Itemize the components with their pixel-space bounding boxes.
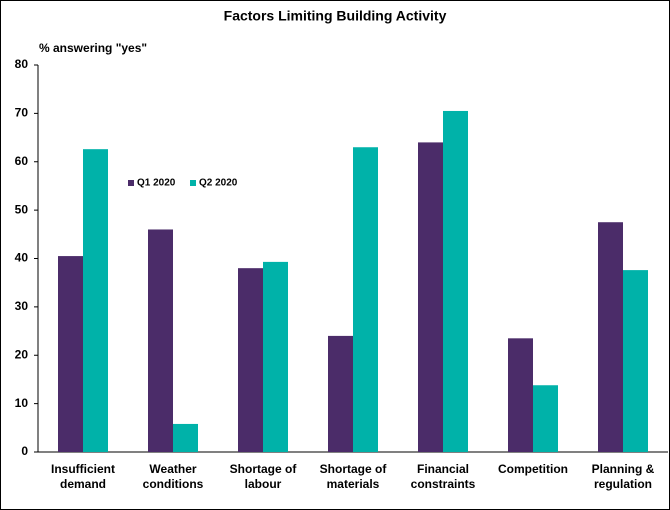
bar — [173, 423, 198, 452]
x-tick-label: Insufficient demand — [50, 462, 115, 491]
y-tick-label: 0 — [21, 444, 28, 458]
y-tick-label: 20 — [15, 347, 29, 361]
y-axis-label: % answering "yes" — [39, 41, 147, 55]
y-tick-label: 50 — [15, 202, 29, 216]
y-tick-label: 40 — [15, 251, 29, 265]
bar — [623, 270, 648, 452]
x-tick-label: Shortage of labour — [229, 462, 297, 491]
bar — [418, 142, 443, 452]
bar — [238, 268, 263, 452]
legend-swatch — [128, 180, 134, 186]
bar — [508, 338, 533, 452]
x-tick-label: Shortage of materials — [319, 462, 387, 491]
bar — [533, 385, 558, 452]
bar — [443, 110, 468, 453]
legend-swatch — [190, 180, 196, 186]
legend-label: Q1 2020 — [137, 178, 176, 189]
y-tick-label: 70 — [15, 106, 29, 120]
y-tick-label: 30 — [15, 299, 29, 313]
x-tick-label: Planning & regulation — [591, 462, 655, 491]
bar — [83, 149, 108, 453]
bar — [58, 256, 83, 452]
y-tick-label: 10 — [15, 396, 29, 410]
x-tick-label: Competition — [498, 462, 568, 476]
legend-label: Q2 2020 — [199, 178, 238, 189]
bar — [328, 335, 353, 452]
bar — [598, 222, 623, 452]
y-tick-label: 60 — [15, 154, 29, 168]
x-tick-label: Weather conditions — [142, 462, 204, 491]
bar — [353, 147, 378, 453]
y-tick-label: 80 — [15, 57, 29, 71]
x-tick-label: Financial constraints — [410, 462, 476, 491]
chart-title: Factors Limiting Building Activity — [224, 8, 447, 24]
bar — [263, 261, 288, 452]
bar — [148, 229, 173, 452]
